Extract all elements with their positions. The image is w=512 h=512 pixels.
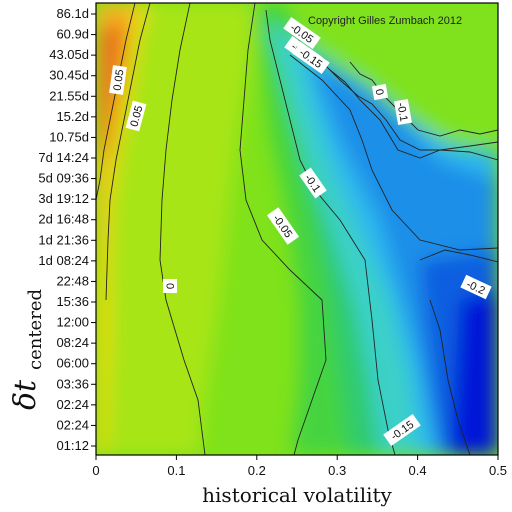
plot-frame — [95, 2, 499, 456]
y-tick-label: 3d 19:12 — [38, 191, 89, 206]
y-tick-label: 12:00 — [56, 315, 89, 330]
y-axis: 01:12 02:24 02:24 03:36 06:00 08:24 12:00 15:36… — [38, 6, 96, 453]
contour-label: 0.05 — [109, 65, 127, 95]
y-tick-label: 01:12 — [56, 438, 89, 453]
contour-label: 0 — [163, 279, 177, 293]
x-tick-label: 0.3 — [328, 463, 346, 478]
svg-text:δt: δt — [8, 379, 43, 410]
y-axis-title: δt centered — [8, 289, 46, 410]
y-tick-label: 43.05d — [49, 47, 89, 62]
y-tick-label: 02:24 — [56, 417, 89, 432]
y-tick-label: 21.55d — [49, 88, 89, 103]
x-tick-label: 0.4 — [409, 463, 427, 478]
contour-label: -0.1 — [394, 98, 412, 126]
x-axis: 0 0.1 0.2 0.3 0.4 0.5 — [92, 455, 507, 478]
copyright-annotation: Copyright Gilles Zumbach 2012 — [308, 15, 462, 27]
svg-text:0: 0 — [165, 283, 177, 289]
y-tick-label: 15:36 — [56, 294, 89, 309]
x-tick-label: 0.2 — [248, 463, 266, 478]
svg-text:0: 0 — [373, 88, 386, 96]
y-tick-label: 10.75d — [49, 129, 89, 144]
y-tick-label: 7d 14:24 — [38, 150, 89, 165]
svg-text:centered: centered — [25, 289, 46, 370]
y-tick-label: 15.2d — [56, 109, 89, 124]
x-tick-label: 0.5 — [489, 463, 507, 478]
y-tick-label: 06:00 — [56, 356, 89, 371]
y-tick-label: 1d 21:36 — [38, 232, 89, 247]
y-tick-label: 1d 08:24 — [38, 253, 89, 268]
svg-text:-0.1: -0.1 — [394, 102, 409, 123]
y-tick-label: 2d 16:48 — [38, 212, 89, 227]
heat-field — [96, 3, 498, 455]
svg-text:0.05: 0.05 — [128, 104, 145, 128]
y-tick-label: 03:36 — [56, 376, 89, 391]
y-tick-label: 5d 09:36 — [38, 171, 89, 186]
y-tick-label: 08:24 — [56, 335, 89, 350]
contour-label: 0 — [371, 83, 389, 101]
y-tick-label: 22:48 — [56, 273, 89, 288]
x-tick-label: 0.1 — [167, 463, 185, 478]
y-tick-label: 60.9d — [56, 27, 89, 42]
y-tick-label: 02:24 — [56, 397, 89, 412]
y-tick-label: 30.45d — [49, 68, 89, 83]
x-axis-title: historical volatility — [202, 483, 392, 507]
svg-text:0.05: 0.05 — [112, 69, 127, 92]
y-tick-label: 86.1d — [56, 6, 89, 21]
x-tick-label: 0 — [92, 463, 99, 478]
